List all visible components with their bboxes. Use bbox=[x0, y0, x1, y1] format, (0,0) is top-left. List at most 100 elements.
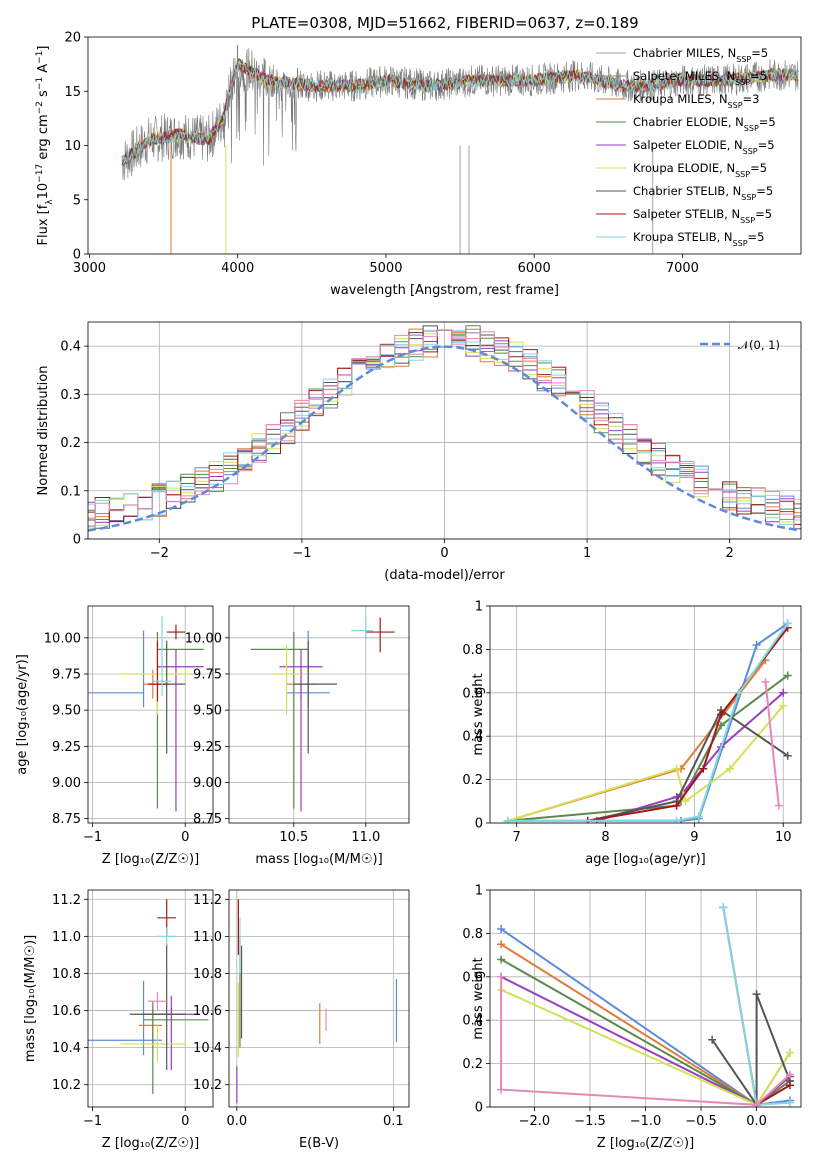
y-tick-label: 11.2 bbox=[52, 893, 81, 908]
x-axis-label: E(B-V) bbox=[299, 1136, 339, 1151]
x-axis-label: age [log₁₀(age/yr)] bbox=[585, 852, 706, 867]
legend-label-suffix: =5 bbox=[751, 46, 768, 60]
grid bbox=[88, 890, 213, 1107]
x-tick-label: 0.0 bbox=[746, 1114, 767, 1129]
panel-weight-vs-age: 7 8 9 10 0 0.2 0.4 0.6 0.8 1 age [log₁₀(age/yr)] ma… bbox=[462, 600, 802, 867]
y-tick-label: 10.6 bbox=[193, 1004, 222, 1019]
x-axis-label: Z [log₁₀(Z/Z☉)] bbox=[102, 852, 199, 867]
axes: 7 8 9 10 0 0.2 0.4 0.6 0.8 1 age [log₁₀(age/yr)] ma… bbox=[462, 600, 802, 867]
mass-weight-marker bbox=[497, 925, 506, 934]
x-axis-label: Z [log₁₀(Z/Z☉)] bbox=[597, 1136, 694, 1151]
mass-weight-marker bbox=[785, 1098, 794, 1107]
plot-area bbox=[88, 899, 209, 1095]
y-tick-label: 0.1 bbox=[60, 484, 81, 499]
mass-weight-marker bbox=[785, 1070, 794, 1079]
panel-residuals: −2 −1 0 1 2 0 0.1 0.2 0.3 0.4 (data-model)/error No… bbox=[36, 321, 802, 583]
legend-label-sub: SSP bbox=[744, 124, 759, 133]
mass-weight-marker bbox=[785, 1048, 794, 1057]
axes-frame bbox=[228, 605, 410, 824]
y-tick-label: 9.75 bbox=[52, 667, 81, 682]
y-tick-label: 0.4 bbox=[462, 1014, 483, 1029]
x-tick-label: 5000 bbox=[369, 261, 402, 276]
legend-label-sub: SSP bbox=[741, 193, 756, 202]
model-spectrum-line bbox=[121, 60, 799, 163]
y-tick-label: 9.00 bbox=[52, 776, 81, 791]
panel-mass-vs-ebv: 0.0 0.1 10.2 10.4 10.6 10.8 11.0 11.2 E(B-V) bbox=[193, 889, 410, 1151]
y-tick-label: 10.8 bbox=[193, 967, 222, 982]
mass-weight-line bbox=[711, 993, 791, 1107]
mass-weight-marker bbox=[497, 940, 506, 949]
y-tick-label: 10 bbox=[64, 139, 81, 154]
x-tick-label: −1 bbox=[83, 1114, 102, 1129]
plot-area bbox=[250, 616, 395, 812]
model-spectrum-line bbox=[121, 59, 799, 167]
mass-weight-marker bbox=[699, 764, 708, 773]
mass-weight-line bbox=[587, 627, 789, 822]
panel-age-vs-Z: −1 0 8.75 9.00 9.25 9.50 9.75 10.00 Z [log₁₀(Z/Z… bbox=[15, 605, 214, 867]
y-tick-label: 11.0 bbox=[193, 930, 222, 945]
y-tick-label: 5 bbox=[73, 193, 81, 208]
y-tick-label: 9.75 bbox=[193, 667, 222, 682]
y-axis-label-part: −2 bbox=[35, 101, 45, 114]
errorbar-point bbox=[148, 640, 186, 754]
grid bbox=[229, 890, 409, 1107]
y-axis-label-part: A bbox=[36, 64, 51, 77]
mass-weight-marker bbox=[779, 701, 788, 710]
x-tick-label: −1.5 bbox=[574, 1114, 606, 1129]
mass-weight-marker bbox=[774, 801, 783, 810]
legend-label-sub: SSP bbox=[736, 55, 751, 64]
x-tick-label: −1 bbox=[83, 830, 102, 845]
y-axis-label-part: erg cm bbox=[36, 114, 51, 163]
y-axis-label: mass weight bbox=[471, 673, 486, 755]
axes-frame bbox=[489, 889, 802, 1108]
y-axis-label-part: −1 bbox=[35, 77, 45, 90]
y-axis-label-part: 10 bbox=[36, 183, 51, 200]
y-tick-label: 0 bbox=[475, 1101, 483, 1116]
mass-weight-line bbox=[507, 659, 767, 822]
legend-label: Chabrier ELODIE, NSSP=5 bbox=[633, 115, 776, 133]
mass-weight-marker bbox=[783, 751, 792, 760]
y-tick-label: 1 bbox=[475, 600, 483, 615]
legend-label-text: Kroupa ELODIE, N bbox=[633, 161, 735, 175]
y-axis-label: age [log₁₀(age/yr)] bbox=[15, 654, 30, 775]
y-tick-label: 9.25 bbox=[193, 740, 222, 755]
mass-weight-marker bbox=[672, 764, 681, 773]
axes: −2 −1 0 1 2 0 0.1 0.2 0.3 0.4 (data-model)/error No… bbox=[36, 321, 802, 583]
legend-label-sub: SSP bbox=[740, 216, 755, 225]
errorbar-point bbox=[129, 943, 186, 1070]
y-tick-label: 0.2 bbox=[462, 773, 483, 788]
x-tick-label: 10 bbox=[775, 830, 792, 845]
y-tick-label: 9.50 bbox=[52, 704, 81, 719]
y-tick-label: 0.6 bbox=[462, 970, 483, 985]
y-tick-label: 20 bbox=[64, 31, 81, 46]
x-tick-label: 7 bbox=[513, 830, 521, 845]
mass-weight-marker bbox=[725, 764, 734, 773]
mass-weight-marker bbox=[783, 671, 792, 680]
mass-weight-marker bbox=[719, 903, 728, 912]
grid bbox=[490, 889, 801, 1108]
legend-label-text: Salpeter MILES, N bbox=[633, 69, 735, 83]
axes: −1 0 8.75 9.00 9.25 9.50 9.75 10.00 Z [log₁₀(Z/Z… bbox=[15, 605, 214, 867]
y-tick-label: 9.00 bbox=[193, 776, 222, 791]
y-tick-label: 0 bbox=[73, 533, 81, 548]
mass-weight-marker bbox=[497, 972, 506, 981]
x-tick-label: 2 bbox=[726, 546, 734, 561]
plot-area bbox=[503, 619, 792, 823]
plot-area bbox=[88, 616, 204, 812]
errorbar-point bbox=[157, 649, 204, 812]
grid bbox=[88, 606, 213, 823]
x-tick-label: 1 bbox=[583, 546, 591, 561]
y-axis-label-part: ] bbox=[36, 46, 51, 51]
errorbar-point bbox=[143, 1001, 209, 1095]
plot-area bbox=[497, 903, 794, 1107]
legend-label: Salpeter STELIB, NSSP=5 bbox=[633, 207, 772, 225]
x-tick-label: 10.5 bbox=[279, 830, 308, 845]
panel-spectrum: 3000 4000 5000 6000 7000 0 5 10 15 20 wavelength [… bbox=[35, 31, 802, 298]
x-tick-label: 0.0 bbox=[226, 1114, 247, 1129]
figure-title: PLATE=0308, MJD=51662, FIBERID=0637, z=0… bbox=[251, 14, 638, 32]
y-tick-label: 0.3 bbox=[60, 388, 81, 403]
x-tick-label: 0.1 bbox=[383, 1114, 404, 1129]
errorbar-point bbox=[293, 640, 337, 754]
grid bbox=[88, 322, 801, 540]
